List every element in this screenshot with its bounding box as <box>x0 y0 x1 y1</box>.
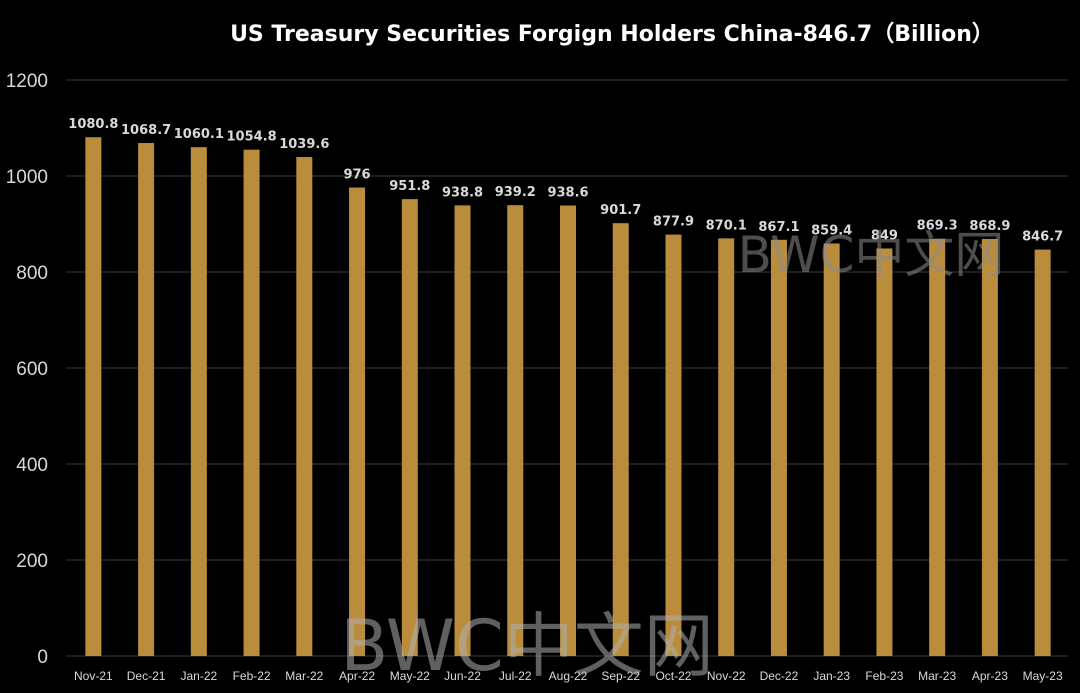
y-tick-label: 1000 <box>6 167 48 188</box>
x-tick-label-Feb-23: Feb-23 <box>865 669 903 683</box>
data-label-Nov-22: 870.1 <box>706 218 747 233</box>
data-label-Apr-22: 976 <box>343 168 370 183</box>
data-label-Aug-22: 938.6 <box>547 185 588 200</box>
bar-Nov-22 <box>718 238 735 657</box>
bar-Apr-23 <box>981 238 998 657</box>
bar-Dec-22 <box>770 239 787 657</box>
bar-Nov-21 <box>85 137 102 656</box>
x-tick-label-Mar-23: Mar-23 <box>918 669 956 683</box>
data-label-May-22: 951.8 <box>389 179 430 194</box>
bar-Mar-22 <box>296 156 313 656</box>
y-tick-label: 400 <box>16 455 48 476</box>
data-label-Sep-22: 901.7 <box>600 203 641 218</box>
bar-May-22 <box>401 199 418 657</box>
x-tick-label-May-22: May-22 <box>390 669 430 683</box>
y-tick-label: 1200 <box>6 71 48 92</box>
x-tick-label-Apr-23: Apr-23 <box>972 669 1008 683</box>
data-label-Jan-23: 859.4 <box>811 223 852 238</box>
x-tick-label-Apr-22: Apr-22 <box>339 669 375 683</box>
y-tick-label: 200 <box>16 551 48 572</box>
data-label-Mar-22: 1039.6 <box>279 137 329 152</box>
bar-Sep-22 <box>612 223 629 656</box>
x-tick-label-Sep-22: Sep-22 <box>601 669 640 683</box>
x-tick-label-Jan-23: Jan-23 <box>813 669 850 683</box>
x-tick-label-Jun-22: Jun-22 <box>444 669 481 683</box>
bar-Feb-23 <box>876 248 893 657</box>
y-tick-label: 600 <box>16 359 48 380</box>
x-tick-label-Jan-22: Jan-22 <box>180 669 217 683</box>
bar-Aug-22 <box>560 205 576 657</box>
bars <box>85 137 1051 657</box>
bar-Jun-22 <box>454 205 471 656</box>
x-tick-label-Mar-22: Mar-22 <box>285 669 323 683</box>
x-tick-label-Dec-21: Dec-21 <box>127 669 166 683</box>
chart-title: US Treasury Securities Forgign Holders C… <box>230 22 994 47</box>
watermark-right: BWC中文网 <box>738 226 1005 284</box>
data-label-Jul-22: 939.2 <box>495 185 536 200</box>
data-label-Feb-23: 849 <box>871 228 898 243</box>
bar-Oct-22 <box>665 234 682 656</box>
data-label-Apr-23: 868.9 <box>969 219 1010 234</box>
x-axis-ticks: Nov-21 Dec-21 Jan-22 Feb-22 Mar-22 Apr-22 May-… <box>74 669 1063 683</box>
bar-Jul-22 <box>507 205 524 656</box>
data-label-Oct-22: 877.9 <box>653 215 694 230</box>
bar-Apr-22 <box>349 187 366 656</box>
x-tick-label-Aug-22: Aug-22 <box>549 669 588 683</box>
y-tick-label: 0 <box>37 647 48 668</box>
data-label-Feb-22: 1054.8 <box>226 130 276 145</box>
bar-Jan-22 <box>190 147 207 657</box>
x-tick-label-Nov-22: Nov-22 <box>707 669 746 683</box>
data-labels: 1080.8 1068.7 1060.1 1054.8 1039.6 976 951.8 93… <box>68 117 1063 244</box>
x-tick-label-Nov-21: Nov-21 <box>74 669 113 683</box>
y-tick-label: 800 <box>16 263 48 284</box>
x-tick-label-Dec-22: Dec-22 <box>760 669 799 683</box>
x-tick-label-Feb-22: Feb-22 <box>233 669 271 683</box>
data-label-May-23: 846.7 <box>1022 230 1063 245</box>
x-tick-label-Jul-22: Jul-22 <box>499 669 532 683</box>
bar-Dec-21 <box>138 143 155 657</box>
data-label-Dec-22: 867.1 <box>758 220 799 235</box>
x-tick-label-May-23: May-23 <box>1023 669 1063 683</box>
x-tick-label-Oct-22: Oct-22 <box>655 669 691 683</box>
data-label-Jan-22: 1060.1 <box>174 127 224 142</box>
watermark-bottom: BWC中文网 <box>340 605 714 687</box>
data-label-Dec-21: 1068.7 <box>121 123 171 138</box>
data-label-Nov-21: 1080.8 <box>68 117 118 132</box>
data-label-Jun-22: 938.8 <box>442 185 483 200</box>
bar-May-23 <box>1034 249 1051 657</box>
bar-Mar-23 <box>929 238 946 656</box>
bar-Jan-23 <box>823 243 840 656</box>
bar-Feb-22 <box>243 149 260 657</box>
data-label-Mar-23: 869.3 <box>917 219 958 234</box>
y-axis-ticks: 0 200 400 600 800 1000 1200 <box>6 71 48 668</box>
